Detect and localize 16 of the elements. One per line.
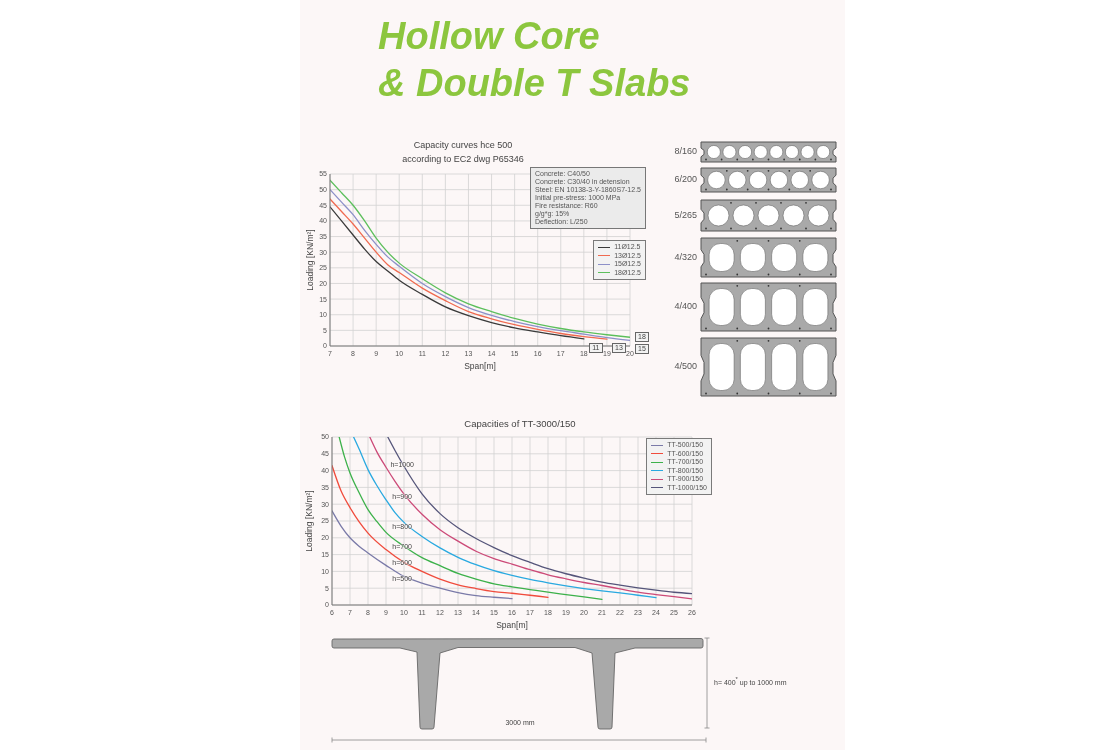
y-axis-title: Loading [KN/m²] [304, 490, 314, 552]
y-axis-title: Loading [KN/m²] [305, 229, 315, 291]
text: Hollow Core & Double T Slabs [378, 14, 691, 106]
text: 6/200 [674, 174, 697, 184]
text: 5/265 [674, 209, 697, 220]
x-axis-title: Span[m] [496, 620, 528, 630]
text: 8/160 [674, 146, 697, 156]
chart-title: Capacity curves hce 500 according to EC2 dwg P65346 [402, 139, 524, 166]
line-series [352, 437, 657, 599]
x-axis-title: Span[m] [464, 361, 496, 371]
text: 4/500 [674, 361, 697, 371]
text: 4/320 [674, 251, 697, 262]
text: 4/400 [674, 301, 697, 311]
chart-title: Capacities of TT-3000/150 [464, 418, 576, 430]
line-series [338, 437, 603, 600]
line-series [332, 510, 513, 600]
